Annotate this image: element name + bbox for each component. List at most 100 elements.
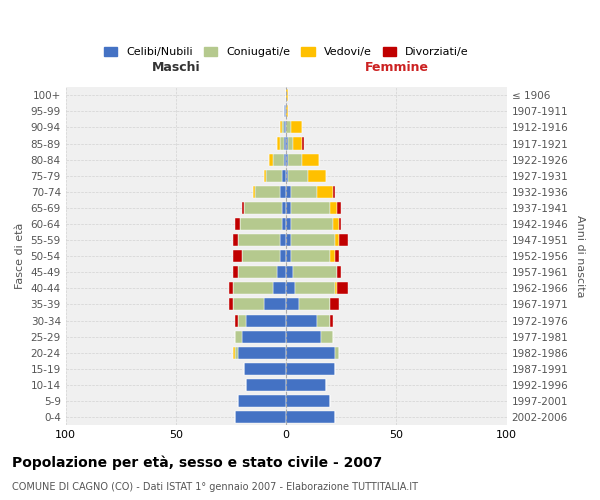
Bar bbox=[280, 138, 284, 149]
Bar bbox=[332, 218, 339, 230]
Bar bbox=[302, 138, 304, 149]
Bar bbox=[238, 234, 280, 246]
Bar bbox=[238, 346, 286, 359]
Bar bbox=[332, 186, 335, 198]
Bar bbox=[286, 330, 322, 342]
Bar bbox=[337, 282, 348, 294]
Text: Popolazione per età, sesso e stato civile - 2007: Popolazione per età, sesso e stato civil… bbox=[12, 456, 382, 470]
Bar bbox=[337, 202, 341, 214]
Bar bbox=[233, 266, 238, 278]
Bar bbox=[308, 170, 326, 181]
Bar bbox=[290, 234, 335, 246]
Bar bbox=[286, 282, 295, 294]
Bar bbox=[302, 154, 319, 166]
Bar bbox=[339, 234, 348, 246]
Bar bbox=[229, 282, 233, 294]
Bar bbox=[289, 154, 302, 166]
Bar bbox=[289, 138, 293, 149]
Bar bbox=[286, 411, 335, 423]
Bar bbox=[286, 250, 290, 262]
Bar bbox=[286, 170, 289, 181]
Bar bbox=[331, 250, 335, 262]
Bar bbox=[244, 363, 286, 375]
Bar bbox=[335, 346, 339, 359]
Bar bbox=[282, 218, 286, 230]
Bar bbox=[273, 154, 284, 166]
Bar bbox=[238, 395, 286, 407]
Bar bbox=[286, 186, 290, 198]
Bar bbox=[335, 282, 337, 294]
Bar bbox=[284, 154, 286, 166]
Bar bbox=[269, 154, 273, 166]
Bar bbox=[282, 122, 284, 134]
Bar bbox=[290, 122, 302, 134]
Bar bbox=[233, 250, 242, 262]
Bar bbox=[286, 363, 335, 375]
Bar bbox=[286, 122, 290, 134]
Bar bbox=[286, 314, 317, 326]
Bar bbox=[253, 186, 256, 198]
Bar bbox=[233, 298, 264, 310]
Bar bbox=[273, 282, 286, 294]
Bar bbox=[247, 314, 286, 326]
Bar bbox=[317, 314, 331, 326]
Bar bbox=[235, 411, 286, 423]
Bar bbox=[280, 234, 286, 246]
Bar bbox=[290, 202, 331, 214]
Bar bbox=[317, 186, 332, 198]
Bar bbox=[284, 122, 286, 134]
Bar bbox=[331, 202, 337, 214]
Bar bbox=[235, 330, 242, 342]
Bar bbox=[286, 218, 290, 230]
Y-axis label: Fasce di età: Fasce di età bbox=[15, 223, 25, 290]
Bar bbox=[240, 218, 282, 230]
Bar bbox=[286, 298, 299, 310]
Bar bbox=[293, 266, 337, 278]
Bar bbox=[233, 282, 273, 294]
Bar bbox=[247, 379, 286, 391]
Text: Maschi: Maschi bbox=[152, 62, 200, 74]
Bar bbox=[264, 170, 266, 181]
Bar bbox=[286, 395, 331, 407]
Text: Femmine: Femmine bbox=[364, 62, 428, 74]
Bar bbox=[280, 250, 286, 262]
Bar bbox=[289, 170, 308, 181]
Bar bbox=[280, 122, 282, 134]
Bar bbox=[242, 250, 280, 262]
Bar bbox=[290, 218, 332, 230]
Bar bbox=[238, 266, 277, 278]
Bar bbox=[242, 202, 244, 214]
Bar bbox=[335, 234, 339, 246]
Bar bbox=[229, 298, 233, 310]
Bar bbox=[322, 330, 332, 342]
Bar bbox=[256, 186, 280, 198]
Bar bbox=[335, 250, 339, 262]
Bar bbox=[286, 346, 335, 359]
Bar bbox=[284, 138, 286, 149]
Bar bbox=[266, 170, 282, 181]
Bar bbox=[331, 298, 339, 310]
Bar bbox=[284, 106, 286, 118]
Bar bbox=[233, 346, 235, 359]
Bar bbox=[235, 346, 238, 359]
Bar bbox=[286, 138, 289, 149]
Bar bbox=[282, 170, 286, 181]
Bar bbox=[264, 298, 286, 310]
Bar bbox=[235, 314, 238, 326]
Bar bbox=[290, 250, 331, 262]
Legend: Celibi/Nubili, Coniugati/e, Vedovi/e, Divorziati/e: Celibi/Nubili, Coniugati/e, Vedovi/e, Di… bbox=[100, 42, 473, 62]
Bar bbox=[277, 266, 286, 278]
Bar bbox=[337, 266, 341, 278]
Bar bbox=[331, 314, 332, 326]
Bar bbox=[339, 218, 341, 230]
Bar bbox=[238, 314, 247, 326]
Bar bbox=[293, 138, 302, 149]
Bar bbox=[233, 234, 238, 246]
Bar bbox=[282, 202, 286, 214]
Bar bbox=[286, 89, 289, 102]
Bar bbox=[280, 186, 286, 198]
Bar bbox=[286, 379, 326, 391]
Bar bbox=[286, 266, 293, 278]
Y-axis label: Anni di nascita: Anni di nascita bbox=[575, 215, 585, 298]
Bar bbox=[277, 138, 280, 149]
